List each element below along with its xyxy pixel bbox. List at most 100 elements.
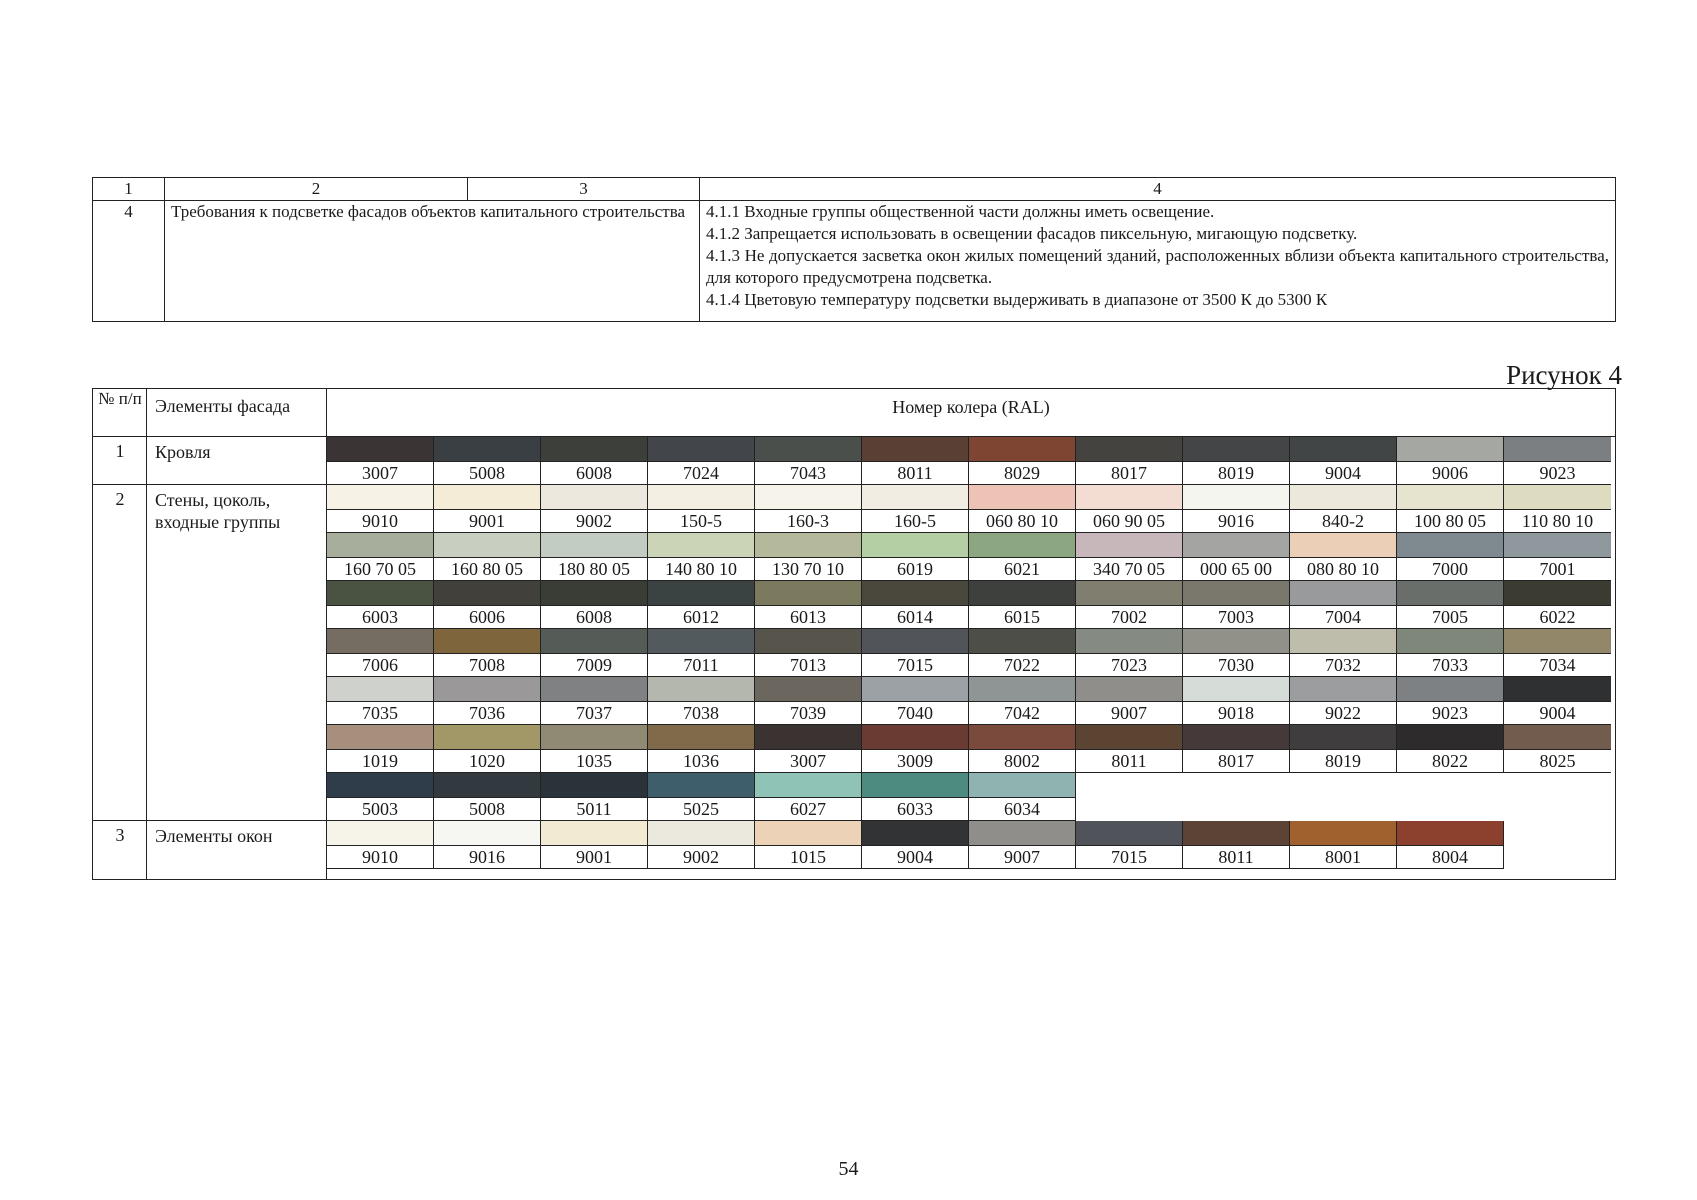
ral-cell: 840-2: [1290, 485, 1397, 533]
ral-code: 6022: [1539, 607, 1576, 627]
ral-code: 1015: [790, 847, 826, 867]
ral-cell: 6019: [862, 533, 969, 581]
ral-code: 150-5: [680, 511, 722, 531]
ral-cell: 9004: [862, 821, 969, 869]
swatch-row: 3007 5008 6008 7024 7043 8011 8029 8017 8019 9004…: [327, 437, 1611, 485]
color-swatch: [1397, 485, 1503, 510]
ral-cell: 6003: [327, 581, 434, 629]
figure-caption: Рисунок 4: [1506, 360, 1622, 390]
ral-cell: 9001: [434, 485, 541, 533]
ral-cell: 7013: [755, 629, 862, 677]
ral-code: 8011: [1218, 847, 1254, 867]
ral-code: 7003: [1218, 607, 1254, 627]
ral-cell: 1036: [648, 725, 755, 773]
ral-code: 6015: [1004, 607, 1040, 627]
ral-cell: 8025: [1504, 725, 1611, 773]
header-col-2: 2: [164, 177, 468, 201]
ral-cell: 160 70 05: [327, 533, 434, 581]
swatch-row: 5003 5008 5011 5025 6027 6033 6034: [327, 773, 1076, 821]
color-swatch: [1504, 581, 1611, 606]
ral-cell: 7033: [1397, 629, 1504, 677]
header-element: Элементы фасада: [155, 396, 291, 416]
color-swatch: [969, 773, 1075, 798]
ral-cell: 7004: [1290, 581, 1397, 629]
ral-code: 100 80 05: [1414, 511, 1486, 531]
ral-code: 9023: [1539, 463, 1576, 483]
requirement-items: 4.1.1 Входные группы общественной части …: [699, 200, 1616, 322]
color-swatch: [1397, 821, 1503, 846]
ral-code: 9023: [1432, 703, 1468, 723]
color-swatch: [648, 677, 754, 702]
ral-cell: 7024: [648, 437, 755, 485]
group-number: 1: [115, 441, 125, 461]
color-swatch: [1504, 725, 1611, 750]
ral-code: 7039: [790, 703, 826, 723]
ral-cell: 9016: [1183, 485, 1290, 533]
color-swatch: [648, 485, 754, 510]
color-swatch: [1397, 533, 1503, 558]
color-swatch: [755, 437, 861, 462]
color-swatch: [1076, 821, 1182, 846]
color-swatch: [648, 629, 754, 654]
ral-code: 7013: [790, 655, 826, 675]
color-swatch: [1183, 485, 1289, 510]
ral-cell: 7009: [541, 629, 648, 677]
ral-code: 5025: [683, 799, 719, 819]
ral-cell: 3009: [862, 725, 969, 773]
ral-code: 6012: [683, 607, 719, 627]
page-number: 54: [838, 1158, 859, 1180]
ral-code: 6027: [790, 799, 826, 819]
color-swatch: [1504, 485, 1611, 510]
ral-code: 8022: [1432, 751, 1468, 771]
color-swatch: [434, 773, 540, 798]
color-swatch: [969, 629, 1075, 654]
ral-code: 7033: [1432, 655, 1468, 675]
swatch-row: 9010 9016 9001 9002 1015 9004 9007 7015 8011 8001…: [327, 821, 1504, 869]
ral-code: 180 80 05: [558, 559, 630, 579]
requirement-item: 4.1.2 Запрещается использовать в освещен…: [706, 224, 1358, 243]
requirement-item: 4.1.4 Цветовую температуру подсветки выд…: [706, 290, 1328, 309]
ral-code: 9007: [1004, 847, 1040, 867]
ral-cell: 9007: [1076, 677, 1183, 725]
ral-code: 840-2: [1322, 511, 1364, 531]
ral-cell: 6015: [969, 581, 1076, 629]
group-divider: [93, 820, 327, 821]
color-swatch: [755, 725, 861, 750]
ral-cell: 7040: [862, 677, 969, 725]
header-ral: Номер колера (RAL): [892, 397, 1050, 417]
color-swatch: [862, 677, 968, 702]
ral-code: 1035: [576, 751, 612, 771]
ral-cell: 060 80 10: [969, 485, 1076, 533]
color-swatch: [1290, 485, 1396, 510]
ral-cell: 1015: [755, 821, 862, 869]
ral-cell: 7000: [1397, 533, 1504, 581]
ral-code: 8029: [1004, 463, 1040, 483]
ral-code: 7036: [469, 703, 505, 723]
ral-code: 5003: [362, 799, 398, 819]
ral-cell: 9007: [969, 821, 1076, 869]
ral-code: 6014: [897, 607, 933, 627]
ral-cell: 6012: [648, 581, 755, 629]
ral-code: 9004: [1325, 463, 1361, 483]
ral-code: 5008: [469, 463, 505, 483]
ral-code: 110 80 10: [1521, 511, 1594, 531]
ral-cell: 9002: [541, 485, 648, 533]
ral-cell: 150-5: [648, 485, 755, 533]
swatch-row: 9010 9001 9002 150-5 160-3 160-5 060 80 10 060 …: [327, 485, 1611, 533]
ral-cell: 8017: [1183, 725, 1290, 773]
swatch-row: 7035 7036 7037 7038 7039 7040 7042 9007 9018 9022…: [327, 677, 1611, 725]
color-swatch: [1183, 629, 1289, 654]
ral-code: 7022: [1004, 655, 1040, 675]
ral-code: 1019: [362, 751, 398, 771]
ral-code: 080 80 10: [1307, 559, 1379, 579]
ral-code: 6033: [897, 799, 933, 819]
ral-cell: 7001: [1504, 533, 1611, 581]
ral-code: 340 70 05: [1093, 559, 1165, 579]
ral-cell: 5011: [541, 773, 648, 821]
ral-code: 7011: [683, 655, 719, 675]
group-element: Кровля: [155, 442, 211, 462]
ral-code: 7004: [1325, 607, 1361, 627]
ral-code: 7015: [897, 655, 933, 675]
ral-code: 9016: [1218, 511, 1254, 531]
color-swatch: [1076, 629, 1182, 654]
